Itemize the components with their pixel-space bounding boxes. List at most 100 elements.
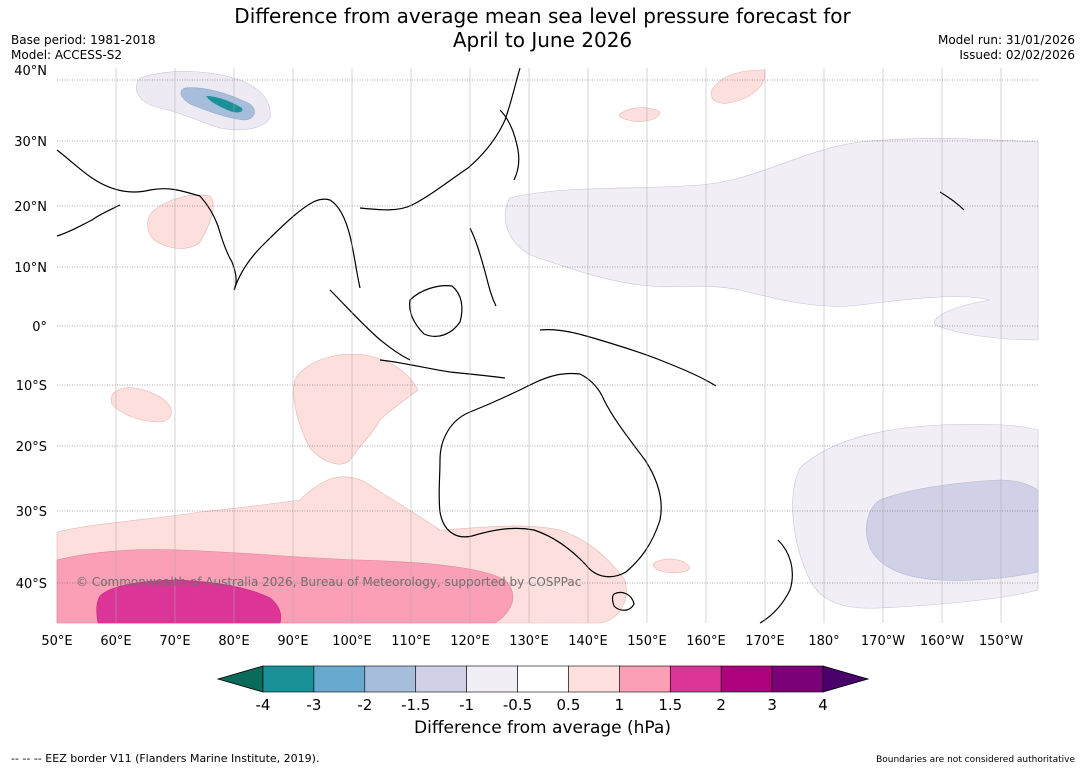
lat-label: 20°N [14, 200, 47, 215]
coast-java [379, 359, 506, 379]
lon-label: 80°E [218, 634, 249, 649]
coast-china [359, 67, 521, 211]
colorbar-bin [568, 665, 620, 693]
lat-label: 30°N [14, 135, 47, 150]
coast-new-zealand [759, 539, 793, 624]
lat-label: 20°S [16, 440, 47, 455]
meridians [115, 68, 1002, 623]
colorbar-bin [771, 665, 824, 693]
colorbar-tick-label: -3 [306, 696, 321, 714]
lon-label: 140°E [568, 634, 608, 649]
lon-label: 50°E [41, 634, 72, 649]
colorbar-bin [669, 665, 722, 693]
lon-label: 150°E [627, 634, 667, 649]
copyright-notice: © Commonwealth of Australia 2026, Bureau… [76, 575, 581, 589]
coastlines [56, 67, 965, 624]
coast-east-india [233, 213, 297, 291]
colorbar-tick-label: 0.5 [557, 696, 581, 714]
disclaimer: Boundaries are not considered authoritat… [876, 755, 1075, 765]
colorbar-bin [720, 665, 773, 693]
colorbar-bin [619, 665, 671, 693]
coast-india [199, 195, 237, 291]
coast-sumatra [329, 289, 411, 361]
coast-africa-arabia [56, 149, 201, 197]
colorbar-bins [262, 665, 824, 693]
colorbar-bin [313, 665, 366, 693]
coast-borneo [409, 285, 463, 337]
lat-label: 10°S [16, 379, 47, 394]
lon-label: 130°E [509, 634, 549, 649]
colorbar-max-extend [822, 665, 870, 693]
lat-label: 10°N [14, 261, 47, 276]
run-info: Model run: 31/01/2026 Issued: 02/02/2026 [938, 33, 1075, 63]
colorbar-tick-label: 2 [716, 696, 726, 714]
coast-philippines [469, 227, 497, 307]
lat-label: 40°N [14, 64, 47, 79]
coast-japan [499, 109, 520, 181]
base-info: Base period: 1981-2018 Model: ACCESS-S2 [11, 33, 156, 63]
colorbar-title: Difference from average (hPa) [414, 718, 671, 738]
colorbar-bin [466, 665, 518, 693]
model-run: Model run: 31/01/2026 [937, 33, 1075, 47]
colorbar-bin [364, 665, 417, 693]
anomaly-southern-ocean-high-core [96, 579, 281, 624]
title-line-2: April to June 2026 [452, 28, 633, 52]
eez-note: -- -- -- EEZ border V11 (Flanders Marine… [11, 752, 320, 765]
colorbar-tick-label: -1.5 [401, 696, 430, 714]
lat-label: 0° [32, 320, 47, 335]
page-title: Difference from average mean sea level p… [0, 4, 1085, 52]
coast-tasmania [611, 591, 635, 611]
title-line-1: Difference from average mean sea level p… [234, 4, 851, 28]
lon-label: 110°E [391, 634, 431, 649]
anomaly-west-indian-high [110, 387, 172, 423]
lon-label: 70°E [159, 634, 190, 649]
coast-horn-africa [56, 204, 121, 237]
lon-label: 100°E [332, 634, 372, 649]
anomaly-himalaya-low-peak [206, 96, 243, 113]
longitude-labels: 50°E 60°E 70°E 80°E 90°E 100°E 110°E 120… [41, 634, 1023, 649]
lon-label: 120°E [450, 634, 490, 649]
model-name: Model: ACCESS-S2 [11, 48, 123, 62]
colorbar: -4 -3 -2 -1.5 -1 -0.5 0.5 1 1.5 2 3 4 [216, 665, 870, 714]
anomaly-tasman-high [652, 558, 691, 574]
base-period: Base period: 1981-2018 [11, 33, 156, 47]
colorbar-tick-label: -2 [357, 696, 372, 714]
colorbar-bin [415, 665, 467, 693]
anomaly-arabian-sea-high [147, 194, 214, 249]
anomaly-north-pacific-high [711, 69, 766, 104]
colorbar-min-extend [216, 665, 264, 693]
coast-new-guinea [539, 329, 717, 387]
lat-label: 30°S [16, 505, 47, 520]
lon-label: 90°E [277, 634, 308, 649]
colorbar-tick-label: 1 [615, 696, 625, 714]
colorbar-tick-label: -0.5 [503, 696, 532, 714]
map-panel: © Commonwealth of Australia 2026, Bureau… [56, 67, 1039, 624]
lon-label: 160°E [686, 634, 726, 649]
issued-date: Issued: 02/02/2026 [959, 48, 1075, 62]
anomaly-small-high [618, 107, 661, 122]
colorbar-bin [517, 665, 569, 693]
colorbar-ticks: -4 -3 -2 -1.5 -1 -0.5 0.5 1 1.5 2 3 4 [256, 696, 828, 714]
coast-hawaii [939, 191, 965, 211]
colorbar-tick-label: 4 [818, 696, 828, 714]
anomaly-pacific-south-low-core [866, 479, 1039, 581]
colorbar-bin [262, 665, 315, 693]
coast-indochina [295, 198, 361, 289]
lon-label: 180° [808, 634, 839, 649]
lon-label: 150°W [979, 634, 1023, 649]
colorbar-tick-label: 3 [767, 696, 777, 714]
colorbar-tick-label: -4 [256, 696, 271, 714]
lon-label: 170°E [745, 634, 785, 649]
graticule [57, 79, 1038, 584]
lon-label: 160°W [920, 634, 964, 649]
colorbar-tick-label: 1.5 [658, 696, 682, 714]
anomaly-pacific-north-low [504, 138, 1039, 341]
latitude-labels: 40°N 30°N 20°N 10°N 0° 10°S 20°S 30°S 40… [14, 64, 47, 592]
lat-label: 40°S [16, 577, 47, 592]
anomaly-fields [56, 69, 1039, 624]
colorbar-tick-label: -1 [459, 696, 474, 714]
anomaly-indian-ocean-high [293, 353, 419, 465]
lon-label: 60°E [100, 634, 131, 649]
lon-label: 170°W [861, 634, 905, 649]
